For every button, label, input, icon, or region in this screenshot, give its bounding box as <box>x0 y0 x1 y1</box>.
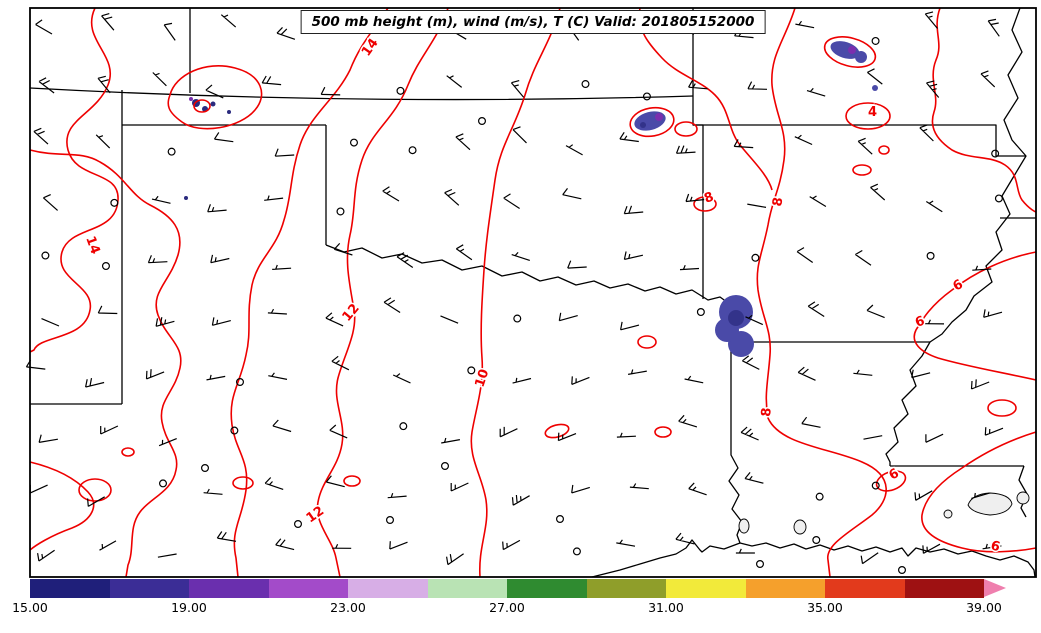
calm-wind-circle <box>581 80 590 89</box>
colorbar-segment <box>427 579 507 598</box>
calm-wind-circle <box>101 262 110 271</box>
calm-wind-circle <box>441 462 450 471</box>
plot-title: 500 mb height (m), wind (m/s), T (C) Val… <box>300 10 766 34</box>
calm-wind-circles <box>41 26 1003 574</box>
colorbar-segment <box>348 579 428 598</box>
contour-label: 14 <box>82 234 102 256</box>
coastal-lakes <box>738 491 1030 535</box>
colorbar-ticks: 15.00 19.00 23.00 27.00 31.00 35.00 39.00 <box>12 600 1010 618</box>
colorbar <box>30 579 984 598</box>
calm-wind-circle <box>994 194 1003 203</box>
calm-wind-circle <box>513 314 522 323</box>
contour-label: 12 <box>340 301 363 325</box>
colorbar-tick-label: 27.00 <box>489 600 525 615</box>
colorbar-segment <box>745 579 825 598</box>
calm-wind-circle <box>294 519 303 528</box>
calm-wind-circle <box>230 426 239 435</box>
colorbar-tick-label: 35.00 <box>807 600 843 615</box>
calm-wind-circle <box>386 515 395 524</box>
state-borders <box>29 7 1036 578</box>
calm-wind-circle <box>167 147 176 156</box>
calm-wind-circle <box>336 207 345 216</box>
colorbar-tick-label: 15.00 <box>12 600 48 615</box>
colorbar-segment <box>666 579 746 598</box>
colorbar-segment <box>904 579 984 598</box>
calm-wind-circle <box>396 86 405 95</box>
map-frame <box>29 7 1037 578</box>
colorbar-tick-label: 19.00 <box>171 600 207 615</box>
contour-label: 10 <box>473 367 493 389</box>
calm-wind-circle <box>201 464 210 473</box>
contour-label: 8 <box>770 196 786 208</box>
wind-barbs <box>25 9 1004 566</box>
colorbar-segment <box>30 579 110 598</box>
calm-wind-circle <box>349 138 358 147</box>
colorbar-segment <box>586 579 666 598</box>
calm-wind-circle <box>751 253 760 262</box>
colorbar-segment <box>189 579 269 598</box>
colorbar-arrow <box>984 579 1006 597</box>
contour-label: 6 <box>951 277 966 295</box>
calm-wind-circle <box>572 547 581 556</box>
calm-wind-circle <box>236 378 245 387</box>
colorbar-tick-label: 39.00 <box>966 600 1002 615</box>
calm-wind-circle <box>815 492 824 501</box>
contour-label: 14 <box>359 36 382 59</box>
calm-wind-circle <box>897 565 906 574</box>
calm-wind-circle <box>871 481 880 490</box>
calm-wind-circle <box>159 479 168 488</box>
contour-label: 8 <box>702 190 716 207</box>
colorbar-tick-label: 23.00 <box>330 600 366 615</box>
calm-wind-circle <box>812 536 821 545</box>
contour-label: 12 <box>304 504 327 527</box>
temperature-contours <box>29 7 1037 578</box>
calm-wind-circle <box>478 116 487 125</box>
colorbar-segment <box>507 579 587 598</box>
calm-wind-circle <box>399 422 408 431</box>
contour-label: 8 <box>759 407 775 417</box>
colorbar-segment <box>825 579 905 598</box>
calm-wind-circle <box>408 146 417 155</box>
shaded-cold-pools <box>184 41 878 357</box>
calm-wind-circle <box>926 251 935 260</box>
contour-label: 6 <box>989 538 1002 555</box>
calm-wind-circle <box>991 149 1000 158</box>
colorbar-segment <box>268 579 348 598</box>
calm-wind-circle <box>41 251 50 260</box>
calm-wind-circle <box>110 198 119 207</box>
contour-label: 4 <box>868 105 877 120</box>
calm-wind-circle <box>696 308 705 317</box>
colorbar-segment <box>109 579 189 598</box>
calm-wind-circle <box>555 514 564 523</box>
calm-wind-circle <box>642 92 651 101</box>
contour-label: 6 <box>887 466 902 484</box>
calm-wind-circle <box>871 36 880 45</box>
colorbar-tick-label: 31.00 <box>648 600 684 615</box>
calm-wind-circle <box>467 366 476 375</box>
calm-wind-circle <box>755 559 764 568</box>
